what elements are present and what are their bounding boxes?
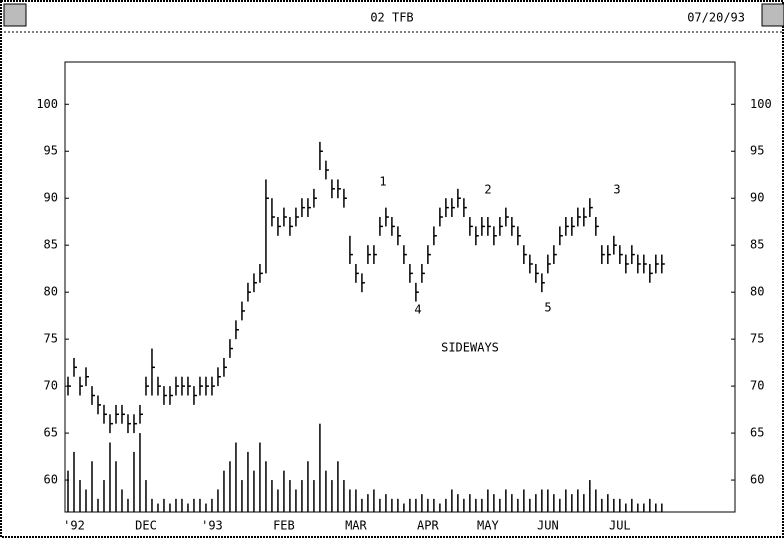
- y2-tick-label: 70: [750, 379, 764, 393]
- x-tick-label: DEC: [135, 519, 157, 533]
- x-tick-label: '93: [201, 519, 223, 533]
- x-tick-label: APR: [417, 519, 439, 533]
- y-tick-label: 70: [44, 379, 58, 393]
- y2-tick-label: 85: [750, 238, 764, 252]
- x-tick-label: JUL: [609, 519, 631, 533]
- y-tick-label: 100: [36, 97, 58, 111]
- zoom-box[interactable]: [761, 3, 784, 27]
- x-tick-label: MAR: [345, 519, 367, 533]
- x-tick-label: MAY: [477, 519, 499, 533]
- y-tick-label: 60: [44, 473, 58, 487]
- annotation: 1: [379, 175, 386, 189]
- y2-tick-label: 75: [750, 332, 764, 346]
- chart-date: 07/20/93: [687, 11, 745, 25]
- y-tick-label: 85: [44, 238, 58, 252]
- y2-tick-label: 65: [750, 426, 764, 440]
- annotation: SIDEWAYS: [441, 341, 499, 355]
- y2-tick-label: 95: [750, 144, 764, 158]
- y2-tick-label: 60: [750, 473, 764, 487]
- y2-tick-label: 90: [750, 191, 764, 205]
- y-tick-label: 75: [44, 332, 58, 346]
- y2-tick-label: 80: [750, 285, 764, 299]
- plot-area: [64, 61, 736, 513]
- x-tick-label: '92: [63, 519, 85, 533]
- y2-tick-label: 100: [750, 97, 772, 111]
- x-tick-label: FEB: [273, 519, 295, 533]
- annotation: 4: [414, 303, 421, 317]
- y-tick-label: 95: [44, 144, 58, 158]
- annotation: 2: [484, 183, 491, 197]
- y-tick-label: 80: [44, 285, 58, 299]
- x-tick-label: JUN: [537, 519, 559, 533]
- close-box[interactable]: [3, 3, 27, 27]
- y-tick-label: 90: [44, 191, 58, 205]
- annotation: 5: [544, 301, 551, 315]
- annotation: 3: [613, 183, 620, 197]
- chart-title: 02 TFB: [370, 11, 413, 25]
- y-tick-label: 65: [44, 426, 58, 440]
